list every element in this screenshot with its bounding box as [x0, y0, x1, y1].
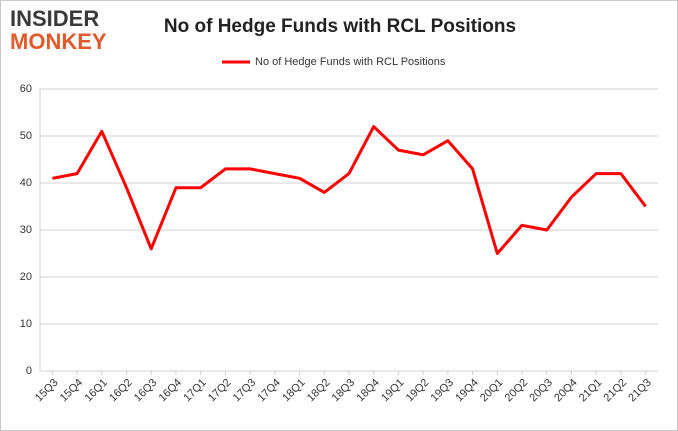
y-tick-label: 50	[20, 130, 32, 142]
y-tick-label: 10	[20, 318, 32, 330]
y-tick-label: 0	[26, 365, 32, 377]
chart-title: No of Hedge Funds with RCL Positions	[164, 16, 516, 37]
y-tick-label: 40	[20, 177, 32, 189]
logo-bottom: MONKEY	[10, 29, 107, 54]
y-tick-label: 60	[20, 83, 32, 95]
legend-label: No of Hedge Funds with RCL Positions	[255, 56, 446, 68]
logo-top: INSIDER	[10, 6, 99, 31]
y-tick-label: 30	[20, 224, 32, 236]
y-tick-label: 20	[20, 271, 32, 283]
line-series	[52, 125, 647, 255]
